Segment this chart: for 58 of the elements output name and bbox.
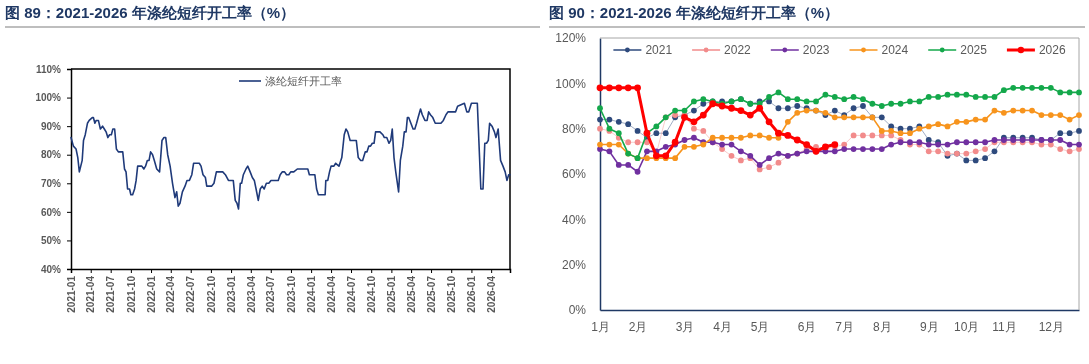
x-tick-label: 2022-04	[165, 275, 177, 313]
x-tick-label: 2021-04	[85, 275, 97, 313]
legend-label: 2024	[881, 43, 909, 57]
chart-title: 图 90：2021-2026 年涤纶短纤开工率（%）	[549, 4, 840, 21]
y-tick-label: 80%	[561, 122, 587, 137]
x-tick-label: 10月	[954, 319, 980, 334]
y-tick-label: 60%	[561, 167, 587, 182]
legend-label: 2022	[724, 43, 752, 57]
y-tick-label: 110%	[35, 63, 62, 75]
x-tick-label: 1月	[591, 319, 610, 334]
x-tick-label: 2025-01	[386, 275, 398, 313]
x-tick-label: 2021-10	[125, 275, 137, 313]
x-tick-label: 3月	[675, 319, 695, 334]
x-tick-label: 2025-10	[445, 275, 457, 313]
x-tick-label: 2023-01	[225, 275, 237, 313]
y-tick-label: 90%	[40, 120, 62, 132]
y-tick-label: 20%	[561, 258, 587, 273]
x-tick-label: 12月	[1038, 319, 1064, 334]
x-tick-label: 2022-10	[205, 275, 217, 313]
x-tick-label: 2023-10	[285, 275, 297, 313]
x-tick-label: 2024-04	[325, 275, 337, 313]
y-tick-label: 80%	[40, 149, 62, 161]
x-tick-label: 2026-01	[466, 275, 478, 313]
x-tick-label: 2022-01	[145, 275, 157, 313]
x-tick-label: 6月	[797, 319, 817, 334]
x-tick-label: 2024-10	[365, 275, 377, 313]
x-tick-label: 9月	[919, 319, 939, 334]
x-tick-label: 2026-04	[485, 275, 497, 313]
y-tick-label: 100%	[35, 92, 62, 104]
y-tick-label: 60%	[40, 206, 62, 218]
y-tick-label: 50%	[40, 235, 62, 247]
legend-label: 2025	[960, 43, 988, 57]
x-tick-label: 2024-01	[305, 275, 317, 313]
x-tick-label: 5月	[750, 319, 770, 334]
x-tick-label: 8月	[872, 319, 892, 334]
y-tick-label: 40%	[561, 212, 587, 227]
y-tick-label: 100%	[555, 76, 587, 91]
chart-title: 图 89：2021-2026 年涤纶短纤开工率（%）	[5, 4, 296, 21]
x-tick-label: 4月	[713, 319, 732, 334]
legend-label: 2023	[802, 43, 830, 57]
x-tick-label: 2023-07	[265, 275, 277, 313]
legend-label: 涤纶短纤开工率	[265, 75, 342, 87]
x-tick-label: 2025-07	[425, 275, 437, 313]
x-tick-label: 7月	[835, 319, 855, 334]
x-tick-label: 2021-07	[105, 275, 117, 313]
x-tick-label: 2月	[628, 319, 648, 334]
x-tick-label: 2022-07	[185, 275, 197, 313]
y-tick-label: 0%	[568, 303, 587, 318]
x-tick-label: 2024-07	[345, 275, 357, 313]
x-tick-label: 2023-04	[245, 275, 257, 313]
y-tick-label: 120%	[555, 31, 587, 46]
legend-label: 2021	[645, 43, 673, 57]
x-tick-label: 11月	[992, 319, 1017, 334]
legend-label: 2026	[1038, 43, 1066, 57]
y-tick-label: 40%	[40, 263, 62, 275]
x-tick-label: 2025-04	[405, 275, 417, 313]
x-tick-label: 2021-01	[65, 275, 77, 313]
y-tick-label: 70%	[40, 177, 62, 189]
